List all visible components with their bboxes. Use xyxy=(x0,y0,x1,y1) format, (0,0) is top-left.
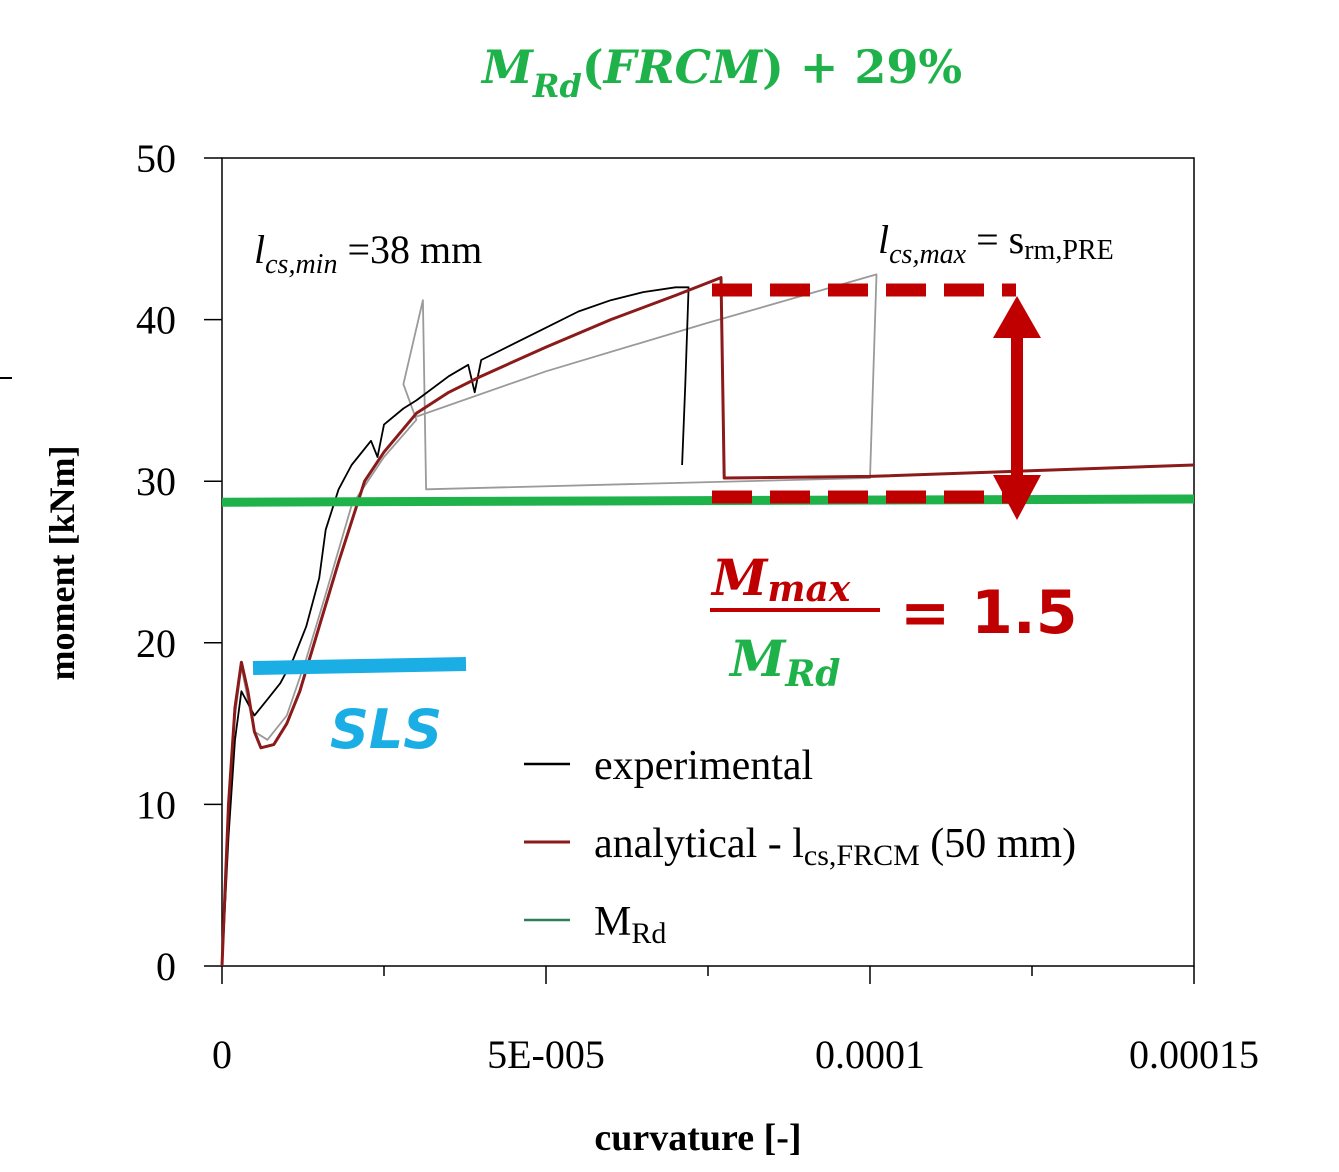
x-tick-labels: 0 5E-005 0.0001 0.00015 xyxy=(212,1032,1259,1077)
series-group xyxy=(220,273,1195,967)
series-mrd-line xyxy=(221,494,1195,507)
y-axis-label: moment [kNm] xyxy=(42,446,82,681)
legend: experimental analytical - lcs,FRCM (50 m… xyxy=(524,743,1076,950)
y-tick-label: 30 xyxy=(136,459,176,504)
ratio-denominator: MRd xyxy=(728,629,840,695)
legend-label-mrd: MRd xyxy=(594,899,666,950)
ratio-numerator: Mmax xyxy=(710,548,851,610)
lcs-max-label: lcs,max = srm,PRE xyxy=(878,217,1114,270)
top-title: MRd(FRCM) + 29% xyxy=(480,40,962,105)
sls-label: SLS xyxy=(330,698,442,761)
x-tick-label: 5E-005 xyxy=(487,1032,605,1077)
x-tick-label: 0.00015 xyxy=(1129,1032,1259,1077)
y-tick-label: 0 xyxy=(156,944,176,989)
y-tick-label: 40 xyxy=(136,298,176,343)
series-analytical-line xyxy=(220,276,1195,967)
arrow-head-down xyxy=(993,475,1041,520)
y-tick-label: 50 xyxy=(136,136,176,181)
axis-ticks xyxy=(204,157,1195,984)
ratio-value: = 1.5 xyxy=(900,578,1077,648)
legend-label-experimental: experimental xyxy=(594,743,813,789)
series-experimental-line xyxy=(221,286,690,967)
arrow-head-up xyxy=(993,296,1041,338)
x-tick-label: 0.0001 xyxy=(815,1032,925,1077)
y-tick-labels: 0 10 20 30 40 50 xyxy=(136,136,176,989)
sls-line xyxy=(252,657,467,675)
legend-label-analytical: analytical - lcs,FRCM (50 mm) xyxy=(594,821,1076,872)
x-tick-label: 0 xyxy=(212,1032,232,1077)
lcs-min-label: lcs,min =38 mm xyxy=(254,227,482,280)
y-tick-label: 10 xyxy=(136,782,176,827)
x-axis-label: curvature [-] xyxy=(594,1117,801,1159)
y-tick-label: 20 xyxy=(136,621,176,666)
